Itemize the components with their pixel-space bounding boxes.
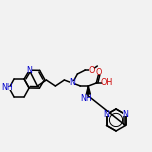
Text: O: O (88, 66, 95, 74)
Text: NH: NH (1, 83, 13, 92)
FancyBboxPatch shape (104, 112, 109, 116)
FancyBboxPatch shape (70, 81, 75, 85)
Text: NH: NH (80, 95, 92, 104)
Text: OH: OH (100, 78, 112, 88)
FancyBboxPatch shape (102, 81, 110, 85)
Text: N: N (123, 110, 128, 119)
FancyBboxPatch shape (123, 112, 128, 116)
Polygon shape (86, 86, 90, 94)
FancyBboxPatch shape (3, 86, 11, 90)
Text: N: N (26, 66, 32, 75)
FancyBboxPatch shape (27, 68, 32, 72)
FancyBboxPatch shape (89, 68, 94, 72)
Text: N: N (104, 110, 109, 119)
Text: O: O (95, 67, 102, 76)
FancyBboxPatch shape (96, 70, 101, 74)
Text: N: N (69, 78, 75, 88)
FancyBboxPatch shape (82, 97, 90, 101)
